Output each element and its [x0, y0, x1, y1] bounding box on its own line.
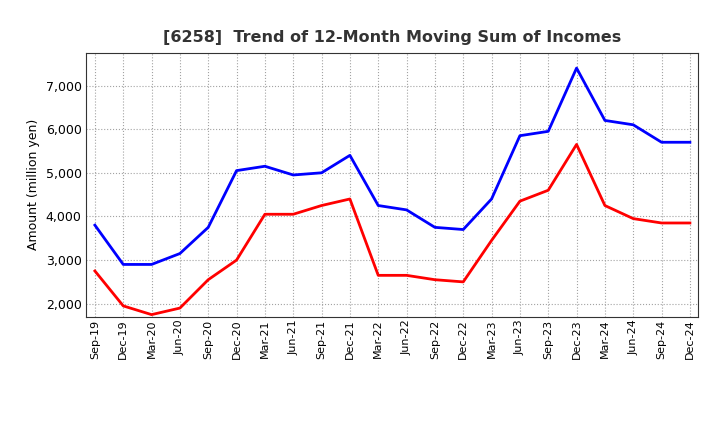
Net Income — [91, 268, 99, 274]
Net Income — [431, 277, 439, 282]
Ordinary Income — [346, 153, 354, 158]
Ordinary Income — [629, 122, 637, 128]
Net Income — [572, 142, 581, 147]
Ordinary Income — [544, 129, 552, 134]
Net Income — [544, 187, 552, 193]
Ordinary Income — [91, 223, 99, 228]
Net Income — [402, 273, 411, 278]
Title: [6258]  Trend of 12-Month Moving Sum of Incomes: [6258] Trend of 12-Month Moving Sum of I… — [163, 29, 621, 45]
Ordinary Income — [431, 225, 439, 230]
Ordinary Income — [487, 196, 496, 202]
Net Income — [176, 305, 184, 311]
Ordinary Income — [459, 227, 467, 232]
Ordinary Income — [148, 262, 156, 267]
Net Income — [600, 203, 609, 208]
Ordinary Income — [261, 164, 269, 169]
Net Income — [629, 216, 637, 221]
Net Income — [346, 196, 354, 202]
Ordinary Income — [374, 203, 382, 208]
Net Income — [487, 238, 496, 243]
Y-axis label: Amount (million yen): Amount (million yen) — [27, 119, 40, 250]
Net Income — [233, 257, 241, 263]
Ordinary Income — [233, 168, 241, 173]
Net Income — [289, 212, 297, 217]
Ordinary Income — [516, 133, 524, 138]
Ordinary Income — [600, 118, 609, 123]
Net Income — [148, 312, 156, 317]
Net Income — [459, 279, 467, 285]
Ordinary Income — [402, 207, 411, 213]
Ordinary Income — [572, 66, 581, 71]
Ordinary Income — [685, 139, 694, 145]
Net Income — [685, 220, 694, 226]
Net Income — [318, 203, 326, 208]
Net Income — [374, 273, 382, 278]
Net Income — [657, 220, 666, 226]
Ordinary Income — [657, 139, 666, 145]
Net Income — [261, 212, 269, 217]
Ordinary Income — [176, 251, 184, 256]
Ordinary Income — [204, 225, 212, 230]
Ordinary Income — [289, 172, 297, 178]
Ordinary Income — [318, 170, 326, 176]
Net Income — [204, 277, 212, 282]
Ordinary Income — [119, 262, 127, 267]
Line: Ordinary Income: Ordinary Income — [95, 68, 690, 264]
Net Income — [119, 303, 127, 308]
Net Income — [516, 198, 524, 204]
Line: Net Income: Net Income — [95, 144, 690, 315]
